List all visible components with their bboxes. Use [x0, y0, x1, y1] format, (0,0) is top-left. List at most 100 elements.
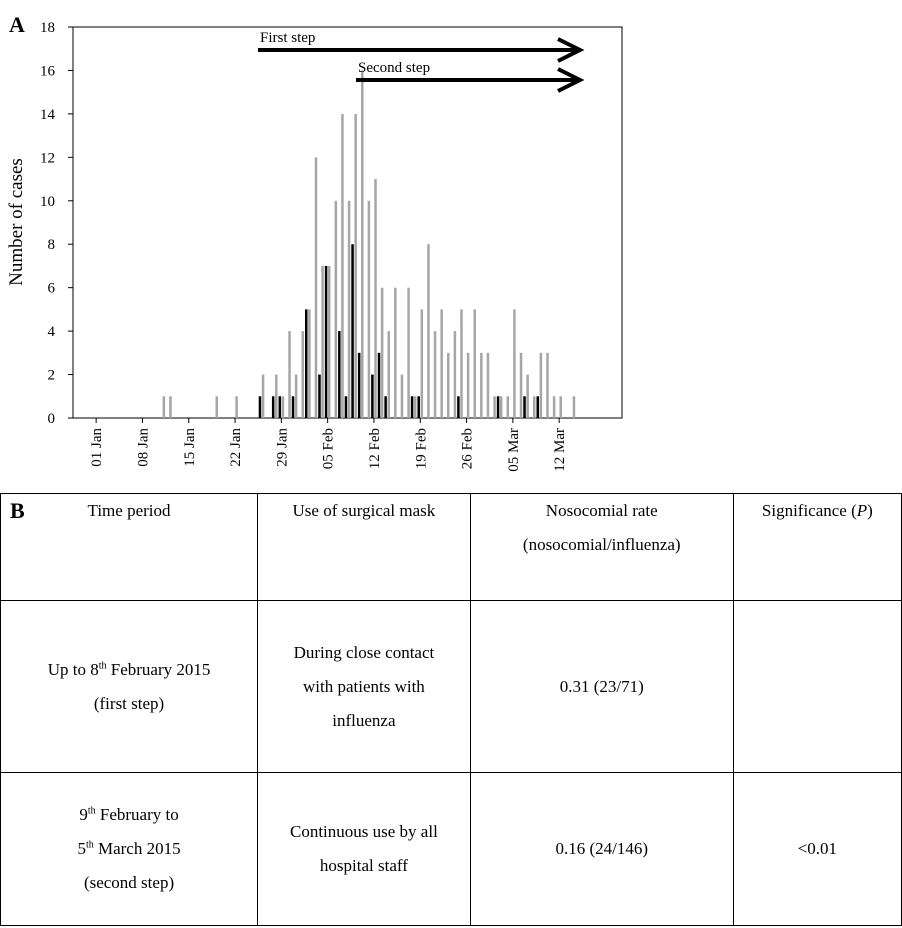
bar [235, 396, 238, 418]
table-cell: Continuous use by all hospital staff [257, 772, 471, 926]
bar [559, 396, 562, 418]
bar [371, 374, 374, 418]
cell-line: 0.16 (24/146) [475, 832, 729, 866]
x-tick-label: 05 Feb [321, 428, 337, 469]
bar [496, 396, 500, 418]
table-cell [732, 600, 902, 773]
cell-line: influenza [262, 704, 466, 738]
cell-line: 9th February to [5, 798, 253, 832]
chart: Number of cases 0 2 4 6 8 10 12 14 16 18 01 Jan 08 … [6, 20, 623, 472]
bar [387, 331, 391, 418]
x-tick-label: 12 Feb [367, 428, 383, 469]
table-cell: Up to 8th February 2015 (first step) [0, 600, 259, 773]
cell-line: with patients with [262, 670, 466, 704]
arrow-head [557, 37, 585, 63]
y-tick-label: 0 [48, 411, 56, 427]
text-segment: Nosocomial rate [545, 501, 658, 520]
text-segment: (nosocomial/influenza) [522, 535, 681, 554]
cell-line: (nosocomial/influenza) [475, 528, 729, 562]
bar [427, 244, 430, 418]
header-cell: Use of surgical mask [257, 493, 471, 601]
y-tick-label: 4 [48, 324, 56, 340]
bar [327, 265, 331, 418]
bar [519, 352, 523, 418]
cell-line: 0.31 (23/71) [475, 670, 729, 704]
bar [523, 396, 526, 418]
cell-line: During close contact [262, 636, 466, 670]
table-row: 9th February to 5th March 2015 (second ste… [0, 772, 902, 926]
bar [288, 331, 291, 418]
table-cell: 0.31 (23/71) [469, 600, 734, 773]
bar [394, 287, 397, 418]
bar [384, 396, 387, 418]
bar [169, 396, 172, 418]
text-segment: 0.16 (24/146) [555, 839, 649, 858]
header-cell: Nosocomial rate (nosocomial/influenza) [469, 493, 734, 601]
bar [572, 396, 576, 418]
y-tick-label: 2 [48, 368, 56, 384]
table: Time period Use of surgical mask Nosocomia… [0, 493, 902, 926]
bar [407, 287, 410, 418]
text-segment: February to [95, 805, 179, 824]
text-segment: Continuous use by all [290, 822, 438, 841]
bar [278, 396, 282, 418]
bar [258, 396, 262, 418]
bar [457, 396, 460, 418]
bar [400, 374, 404, 418]
bar [417, 396, 420, 418]
cell-line: Nosocomial rate [475, 494, 729, 528]
text-segment: (first step) [93, 693, 165, 713]
bar [460, 309, 463, 418]
table-cell: During close contact with patients with in… [257, 600, 471, 773]
cell-line: Use of surgical mask [262, 494, 466, 528]
bar [338, 331, 341, 418]
bar [341, 113, 344, 418]
bar [506, 396, 510, 418]
bar [546, 352, 549, 418]
bar [367, 200, 371, 418]
bar [354, 113, 357, 418]
bar [347, 200, 351, 418]
x-tick-label: 15 Jan [182, 428, 198, 467]
bar [493, 396, 496, 418]
table-row: Up to 8th February 2015 (first step) Durin… [0, 600, 902, 773]
bar [351, 244, 354, 418]
bar [294, 374, 298, 418]
bar [301, 331, 305, 418]
text-segment: Use of surgical mask [292, 501, 436, 520]
bar [162, 396, 166, 418]
x-tick-label: 01 Jan [89, 428, 105, 467]
text-segment: <0.01 [797, 839, 838, 858]
bar [374, 179, 377, 418]
bar [261, 374, 265, 418]
panel-label: A [9, 12, 25, 37]
y-tick-label: 8 [48, 237, 56, 253]
annotation: First step [260, 30, 315, 46]
bar [433, 331, 437, 418]
bar [420, 309, 424, 418]
cell-line: 5th March 2015 [5, 832, 253, 866]
text-segment: 5 [77, 839, 86, 858]
y-tick-label: 6 [48, 281, 56, 297]
text-segment: March 2015 [93, 839, 181, 858]
bar [453, 331, 457, 418]
table-cell: 0.16 (24/146) [469, 772, 734, 926]
bar [377, 352, 381, 418]
header-cell: Time period [0, 493, 259, 601]
bar [324, 265, 328, 418]
bar [486, 352, 490, 418]
bar [361, 70, 364, 418]
bar [291, 396, 295, 418]
text-segment: influenza [332, 710, 396, 730]
cell-line: (first step) [5, 687, 253, 721]
bar [410, 396, 414, 418]
text-segment: th [85, 839, 94, 851]
x-tick-label: 29 Jan [274, 428, 290, 467]
text-segment: th [98, 659, 107, 671]
bar [413, 396, 417, 418]
text-segment: hospital staff [319, 856, 408, 875]
bar [344, 396, 348, 418]
bar [281, 396, 285, 418]
text-segment: During close contact [293, 642, 435, 662]
